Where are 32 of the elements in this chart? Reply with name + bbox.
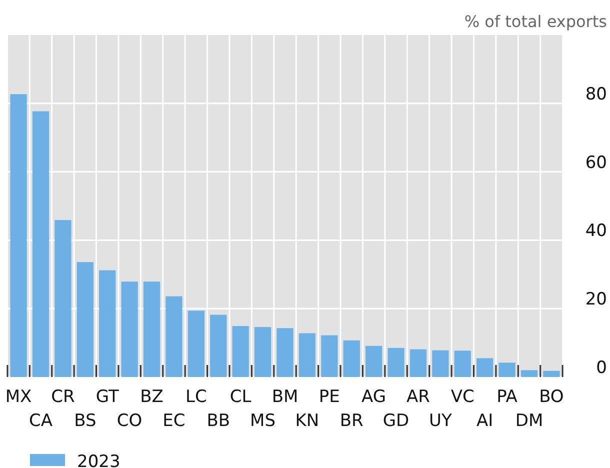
y-axis-title: % of total exports [464,12,607,31]
x-tick-label: AG [362,387,386,407]
x-tick-label: AI [476,411,494,431]
x-tick-label: GT [96,387,120,407]
x-tick-label: KN [295,411,320,431]
x-tick-label: MX [5,387,32,407]
x-tick-label: CA [29,411,53,431]
x-tick-label: BB [206,411,230,431]
y-tick-label: 40 [585,221,607,242]
x-tick-label: CL [230,387,252,407]
x-tick-label: UY [429,411,452,431]
x-tick-label: EC [162,411,186,431]
x-tick-label: BZ [140,387,164,407]
x-tick-label: BS [74,411,96,431]
legend-label: 2023 [77,452,120,468]
x-tick-label: VC [450,387,474,407]
x-tick-label: GD [382,411,410,431]
x-tick-label: BO [539,387,564,407]
y-tick-label: 80 [585,84,607,104]
x-tick-label: PA [496,387,518,407]
x-tick-label: CO [116,411,142,431]
y-tick-label: 20 [585,290,607,310]
x-tick-label: CR [51,387,75,407]
x-tick-label: BM [272,387,298,407]
y-tick-label: 60 [585,152,607,173]
x-tick-label: DM [515,411,544,431]
y-tick-label: 0 [596,358,607,378]
x-tick-label: PE [318,387,340,407]
x-tick-label: AR [406,387,430,407]
x-tick-label: MS [250,411,276,431]
x-tick-label: LC [186,387,207,407]
x-tick-label: BR [340,411,364,431]
